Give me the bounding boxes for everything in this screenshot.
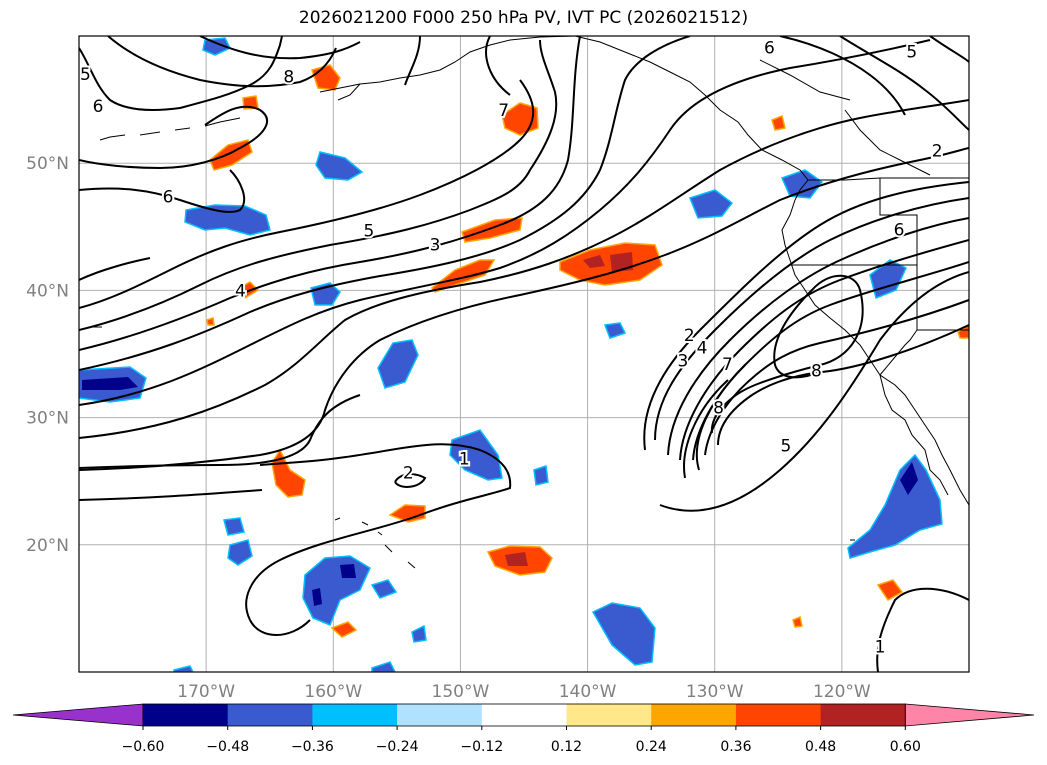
colorbar-tick-label: 0.48 — [805, 739, 836, 755]
latitude-label: 50°N — [26, 154, 69, 174]
longitude-labels: 170°W 160°W 150°W 140°W 130°W 120°W — [177, 682, 871, 702]
contour-label: 6 — [764, 38, 775, 58]
colorbar-segment — [312, 704, 398, 726]
colorbar: −0.60 −0.48 −0.36 −0.24 −0.12 0.12 0.24 0.36 0.4… — [12, 703, 1035, 755]
colorbar-tick-label: −0.60 — [122, 739, 165, 755]
contour-label: 4 — [235, 281, 246, 301]
graticule — [79, 36, 969, 672]
contour-label: 4 — [697, 339, 708, 359]
contour-label: 6 — [93, 97, 104, 117]
contour-label: 2 — [932, 141, 943, 161]
longitude-label: 170°W — [177, 682, 235, 702]
colorbar-extend-high — [904, 703, 1035, 727]
colorbar-tick-label: −0.36 — [291, 739, 334, 755]
colorbar-tick-label: −0.48 — [206, 739, 249, 755]
contour-label: 2 — [403, 463, 414, 483]
map-frame — [78, 35, 970, 673]
colorbar-segment — [481, 704, 567, 726]
longitude-label: 130°W — [686, 682, 744, 702]
contour-label: 5 — [80, 65, 91, 85]
colorbar-segment — [651, 704, 737, 726]
contour-label: 1 — [875, 638, 886, 658]
colorbar-segment — [143, 704, 229, 726]
contour-label: 8 — [283, 68, 294, 88]
colorbar-segment — [397, 704, 483, 726]
colorbar-segment — [227, 704, 313, 726]
longitude-label: 150°W — [432, 682, 490, 702]
contour-label: 5 — [781, 437, 792, 457]
longitude-label: 160°W — [304, 682, 362, 702]
latitude-label: 20°N — [26, 536, 69, 556]
colorbar-tick-label: −0.12 — [460, 739, 503, 755]
colorbar-tick-label: 0.12 — [551, 739, 582, 755]
contour-label: 1 — [459, 449, 470, 469]
colorbar-outline — [142, 703, 906, 727]
contour-label: 7 — [722, 355, 733, 375]
contour-label: 8 — [713, 398, 724, 418]
map-title: 2026021200 F000 250 hPa PV, IVT PC (2026… — [298, 8, 749, 28]
colorbar-tick-label: 0.36 — [720, 739, 751, 755]
contour-label: 7 — [498, 101, 509, 121]
ivt-contours — [79, 36, 969, 672]
latitude-label: 40°N — [26, 281, 69, 301]
contour-label: 3 — [430, 236, 441, 256]
colorbar-extend-low — [12, 703, 144, 727]
coastlines — [88, 36, 969, 569]
latitude-label: 30°N — [26, 409, 69, 429]
contour-label: 5 — [906, 42, 917, 62]
contour-label: 3 — [678, 351, 689, 371]
contour-label: 6 — [163, 187, 174, 207]
colorbar-tick-label: −0.24 — [376, 739, 419, 755]
contour-label: 8 — [811, 362, 822, 382]
longitude-label: 140°W — [559, 682, 617, 702]
colorbar-tick-label: 0.60 — [890, 739, 921, 755]
colorbar-tick-label: 0.24 — [636, 739, 667, 755]
contour-label: 6 — [894, 220, 905, 240]
colorbar-segment — [735, 704, 822, 726]
contour-label: 2 — [684, 326, 695, 346]
latitude-labels: 50°N 40°N 30°N 20°N — [26, 154, 69, 556]
contour-label: 5 — [363, 222, 374, 242]
positive-anomaly-patches — [206, 64, 969, 638]
colorbar-segment — [820, 704, 906, 726]
longitude-label: 120°W — [813, 682, 871, 702]
colorbar-segment — [566, 704, 652, 726]
